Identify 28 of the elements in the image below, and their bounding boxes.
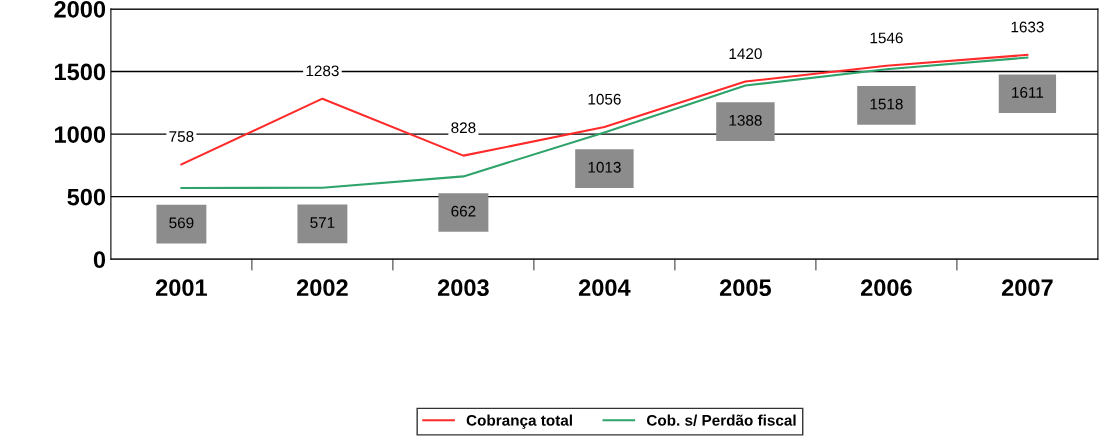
x-tick-label: 2003 (437, 279, 489, 297)
y-tick-label: 500 (67, 188, 106, 206)
data-label: 1013 (588, 161, 621, 173)
data-label: 828 (451, 122, 476, 134)
y-tick-label: 1000 (55, 126, 106, 143)
data-label: 662 (451, 205, 476, 217)
x-tick-label: 2004 (578, 279, 631, 297)
x-tick-label: 2001 (155, 279, 208, 297)
legend-label: Cob. s/ Perdão fiscal (646, 414, 796, 426)
data-label: 1056 (588, 93, 621, 105)
y-tick-label: 2000 (54, 1, 106, 18)
data-label: 758 (169, 131, 194, 142)
data-label: 571 (310, 217, 335, 229)
data-label: 1420 (729, 48, 762, 60)
x-tick-label: 2002 (296, 279, 348, 297)
y-tick-label: 1500 (55, 63, 106, 81)
data-label: 1388 (729, 114, 762, 126)
data-label: 1546 (870, 32, 903, 44)
data-label: 1283 (306, 65, 339, 77)
x-tick-label: 2007 (1001, 279, 1053, 297)
data-label: 1611 (1012, 87, 1044, 98)
data-label: 1518 (870, 98, 903, 110)
x-tick-label: 2006 (860, 279, 912, 297)
data-label: 1633 (1011, 21, 1044, 33)
y-tick-label: 0 (93, 251, 106, 269)
legend-label: Cobrança total (466, 414, 572, 429)
x-tick-label: 2005 (719, 279, 772, 297)
data-label: 569 (169, 217, 194, 229)
